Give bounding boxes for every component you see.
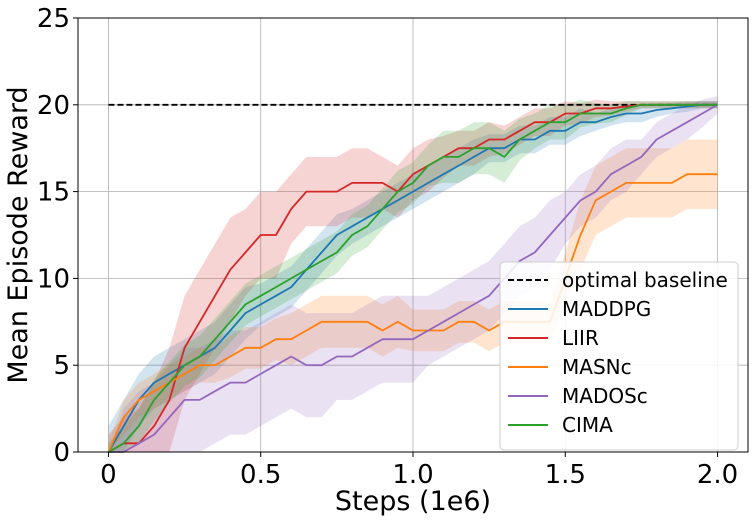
x-tick-label: 2.0 [697, 460, 738, 490]
y-tick-label: 5 [53, 351, 70, 381]
x-axis-label: Steps (1e6) [335, 486, 491, 517]
x-tick-label: 0 [100, 460, 117, 490]
band-masnc [108, 139, 718, 452]
band-cima [108, 99, 718, 452]
line-maddpg [107, 103, 718, 453]
line-liir [108, 103, 718, 453]
legend-label: CIMA [562, 413, 613, 437]
x-tick-label: 0.5 [240, 460, 281, 490]
y-tick-label: 15 [37, 178, 70, 208]
y-tick-label: 0 [53, 438, 70, 468]
line-cima [108, 103, 718, 453]
legend-item: CIMA [508, 413, 613, 437]
legend-label: MADOSc [562, 384, 648, 408]
y-tick-label: 10 [37, 264, 70, 294]
legend-item: LIIR [508, 326, 599, 350]
axis-ticks: 0 0.5 1.0 1.5 2.0 0 5 10 15 20 25 [37, 4, 738, 490]
band-madosc [108, 96, 718, 452]
series-lines [107, 103, 718, 453]
legend-label: MADDPG [562, 297, 651, 321]
line-madosc [108, 104, 718, 453]
x-tick-label: 1.5 [545, 460, 586, 490]
legend-items: optimal baseline MADDPG LIIR MASNc MADOSc CIM… [508, 268, 728, 437]
legend-label: optimal baseline [562, 268, 728, 292]
legend-item: optimal baseline [508, 268, 728, 292]
line-masnc [107, 173, 718, 453]
legend-box [499, 261, 739, 451]
y-tick-label: 25 [37, 4, 70, 34]
legend: optimal baseline MADDPG LIIR MASNc MADOSc CIM… [499, 261, 739, 451]
y-axis-label: Mean Episode Reward [3, 86, 34, 383]
legend-label: MASNc [562, 355, 632, 379]
legend-label: LIIR [562, 326, 599, 350]
y-tick-label: 20 [37, 91, 70, 121]
legend-item: MADOSc [508, 384, 648, 408]
legend-item: MASNc [508, 355, 632, 379]
x-tick-label: 1.0 [392, 460, 433, 490]
legend-item: MADDPG [508, 297, 651, 321]
